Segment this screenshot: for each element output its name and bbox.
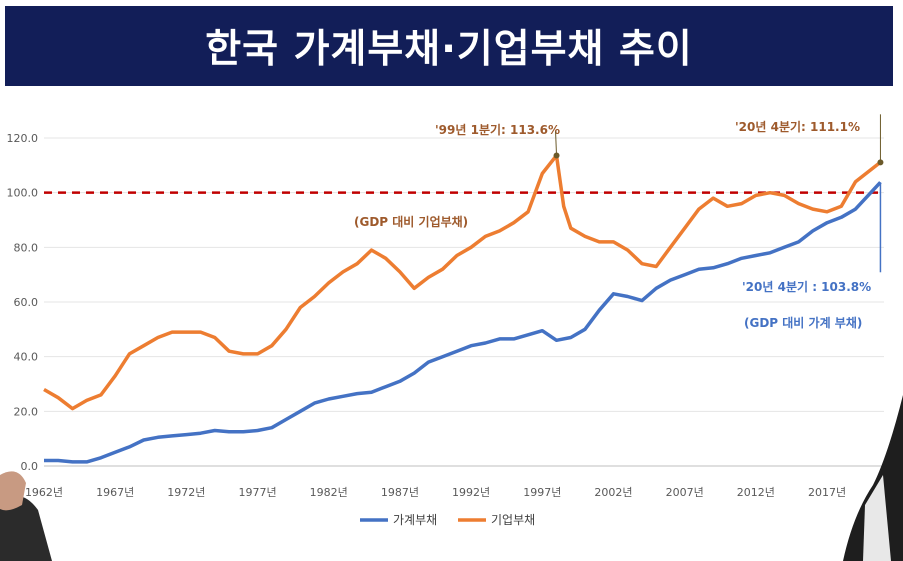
y-tick-label: 0.0 [21,460,39,473]
y-tick-label: 120.0 [7,132,39,145]
presenter-left-image [0,471,52,561]
x-tick-label: 1987년 [381,486,419,499]
marker-peak-1999 [553,152,560,159]
legend: 가계부채 기업부채 [360,513,535,527]
x-tick-label: 1997년 [523,486,561,499]
x-tick-label: 1992년 [452,486,490,499]
x-tick-label: 2007년 [666,486,704,499]
x-tick-label: 1982년 [310,486,348,499]
annotation-peak-1999: '99년 1분기: 113.6% [435,122,560,137]
title-banner: 한국 가계부채·기업부채 추이 [5,6,893,86]
banner-title: 한국 가계부채·기업부채 추이 [205,27,693,72]
annotation-household-2020: '20년 4분기 : 103.8% [742,279,871,294]
x-axis: 1962년 1967년 1972년 1977년 1982년 1987년 1992년 1997년… [25,486,846,499]
y-tick-label: 100.0 [7,187,39,200]
series-line-corporate [43,153,882,411]
x-tick-label: 1967년 [96,486,134,499]
series-lines [43,153,882,464]
legend-household-label: 가계부채 [393,513,437,527]
annotations: '99년 1분기: 113.6% '20년 4분기: 111.1% '20년 4… [354,114,884,330]
x-tick-label: 2017년 [808,486,846,499]
legend-corporate-label: 기업부채 [491,513,535,527]
leader-line-peak [555,131,558,156]
y-tick-label: 80.0 [14,241,39,254]
label-household-debt: (GDP 대비 가계 부채) [744,315,862,330]
x-tick-label: 2002년 [594,486,632,499]
y-axis: 0.0 20.0 40.0 60.0 80.0 100.0 120.0 [7,132,39,473]
x-tick-label: 1977년 [238,486,276,499]
presenter-right-image [843,395,903,561]
label-corporate-debt: (GDP 대비 기업부채) [354,214,468,229]
grid-lines [44,137,884,467]
annotation-corp-2020: '20년 4분기: 111.1% [735,119,860,134]
x-tick-label: 2012년 [737,486,775,499]
series-line-household [44,181,882,464]
y-tick-label: 20.0 [14,405,39,418]
x-tick-label: 1962년 [25,486,63,499]
x-tick-label: 1972년 [167,486,205,499]
y-tick-label: 60.0 [14,296,39,309]
y-tick-label: 40.0 [14,351,39,364]
marker-corp-2020 [877,159,884,166]
